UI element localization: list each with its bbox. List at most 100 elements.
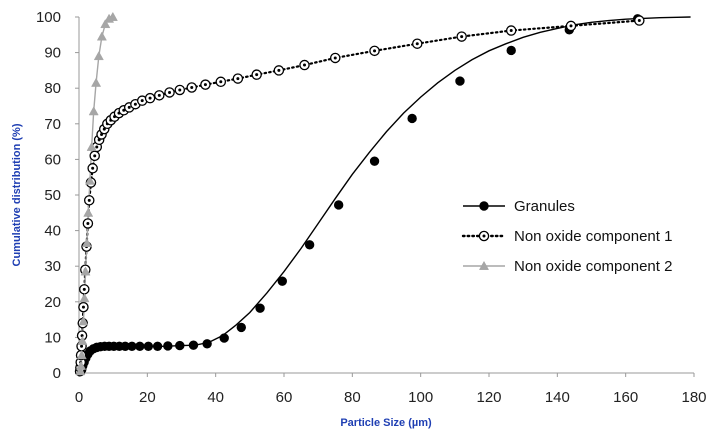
y-tick-label: 0 [53,365,61,382]
series-3-point [93,51,104,61]
series-3-point [91,77,102,87]
legend-marker [478,260,490,270]
series-2-point [79,284,90,295]
y-tick-label: 90 [44,45,61,62]
marker-dot [140,99,144,103]
series-3-point [77,335,88,345]
series-2-point [154,90,165,101]
marker-dot [415,42,419,46]
series-3-point [86,141,97,151]
series-2-point [144,92,156,104]
series-2-point [164,87,175,98]
marker-dot [157,93,161,97]
series-1-point [236,322,246,333]
series-2-point [634,15,645,26]
y-tick-label: 30 [44,258,61,275]
y-axis-title: Cumulative distribution (%) [11,123,23,266]
series-3-point [78,316,89,326]
series-1-point [506,45,516,56]
series-2-point [273,65,285,76]
marker-dot [148,96,152,100]
marker-dot [81,305,85,309]
series-3-point [79,293,90,303]
series-2-point [232,73,244,84]
series-3-point [76,350,87,360]
series-2-point [89,150,100,162]
marker-dot [460,35,464,39]
legend-entry-2: Non oxide component 1 [461,228,672,245]
legend-label: Non oxide component 1 [514,228,672,245]
x-tick-label: 180 [681,389,706,406]
legend-marker [478,230,490,242]
series-1-point [277,276,287,286]
legend-entry-3: Non oxide component 2 [463,258,672,275]
marker-dot [86,221,90,225]
marker-dot [80,334,84,338]
x-tick-label: 120 [476,389,501,406]
series-1-point [152,341,163,351]
series-1-line [78,16,691,374]
marker-dot [190,85,194,89]
marker-dot [82,287,86,291]
x-tick-label: 20 [139,389,156,406]
legend: Granules Non oxide component 1 Non oxide c… [461,198,672,275]
x-tick-label: 160 [613,389,638,406]
series-2-point [329,52,341,64]
marker-dot [303,63,306,67]
series-1-point [202,339,212,349]
series-3-point [76,360,87,370]
marker-dot [236,77,240,81]
y-tick-label: 50 [44,187,61,204]
marker-dot [219,80,223,84]
x-axis-title: Particle Size (µm) [340,417,432,429]
series-2-point [186,82,197,93]
series-3-point [80,266,91,276]
x-tick-label: 80 [344,389,361,406]
marker-dot [569,24,573,28]
series-1-point [127,341,137,351]
x-tick-label: 100 [408,389,433,406]
series-1-point [163,341,173,351]
marker-dot [87,198,91,202]
series-2-point [299,59,310,71]
marker-dot [168,90,172,94]
y-tick-label: 70 [44,116,61,133]
series-2-point [565,20,577,32]
y-tick-label: 60 [44,151,61,168]
x-tick-label: 140 [545,389,570,406]
series-3-point [107,11,118,21]
legend-entry-1: Granules [463,198,575,215]
marker-dot [80,344,84,348]
marks-layer [74,11,645,377]
legend-label: Non oxide component 2 [514,258,672,275]
series-2-point [174,84,186,96]
series-2-point [78,301,89,313]
series-3-point [75,366,86,376]
y-tick-label: 40 [44,223,61,240]
series-2-line [78,19,641,373]
series-3-point [83,207,94,217]
series-2-point [200,79,211,90]
series-1-point [407,113,417,124]
series-2-point [251,69,262,80]
series-3-line [79,16,114,372]
x-tick-label: 60 [276,389,293,406]
series-2-point [456,31,467,42]
series-1-point [304,240,315,250]
series-2-point [505,25,517,36]
marker-dot [91,166,95,170]
x-tick-label: 0 [75,389,83,406]
marker-dot [277,68,281,72]
axes-layer: 0 20 40 60 80 100 120 140 160 180 0 10 20 30 40 50 60 70 8… [36,9,707,406]
marker-dot [133,102,137,106]
series-2-point [82,218,94,229]
series-3-point [84,175,95,185]
series-1-point [333,200,344,210]
marker-dot [178,88,182,92]
series-1-point [219,333,229,343]
y-tick-label: 100 [36,9,61,26]
series-3-point [88,106,99,116]
series-1-point [369,156,380,166]
series-2-point [215,76,227,88]
